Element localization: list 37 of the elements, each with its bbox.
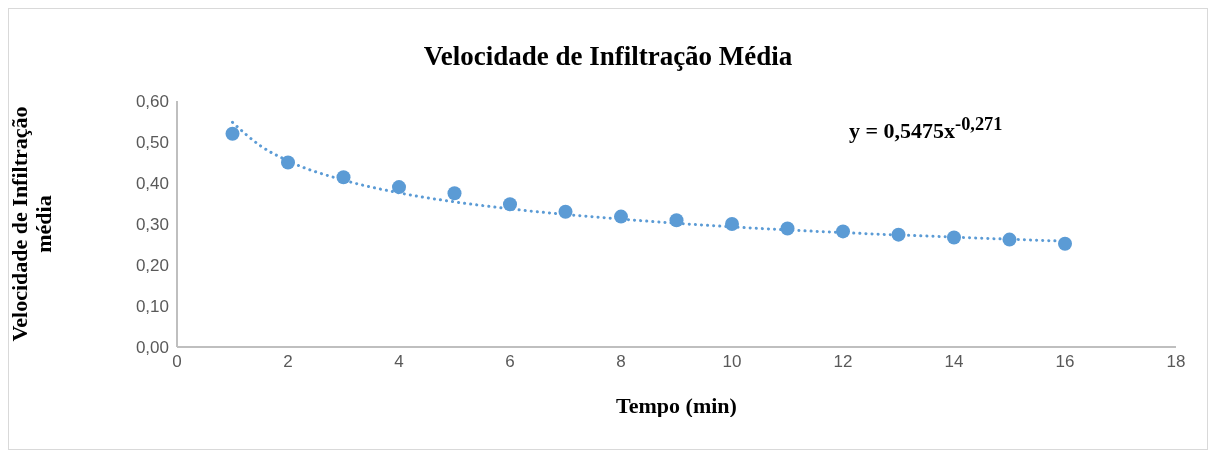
- point: [392, 180, 406, 195]
- x-tick-label: 12: [833, 352, 853, 372]
- x-tick-label: 10: [722, 352, 742, 372]
- x-tick-label: 4: [394, 352, 404, 372]
- point: [447, 186, 462, 201]
- point: [891, 227, 906, 242]
- point: [558, 204, 573, 219]
- x-tick-label: 2: [283, 352, 293, 372]
- x-tick-label: 16: [1055, 352, 1075, 372]
- x-tick-label: 6: [505, 352, 515, 372]
- y-tick-label: 0,30: [135, 215, 169, 235]
- annotation: y = 0,5475x$^{-0,271}$: [849, 114, 1003, 145]
- y-tick-label: 0,40: [135, 174, 169, 194]
- y-tick-label: 0,50: [135, 133, 169, 153]
- point: [336, 170, 351, 185]
- x-tick-label: 18: [1166, 352, 1186, 372]
- point: [1058, 236, 1072, 251]
- point: [669, 213, 684, 228]
- y-tick-label: 0,10: [135, 297, 169, 317]
- x-axis-title: Tempo (min): [616, 393, 737, 418]
- point: [780, 221, 795, 236]
- point: [725, 217, 739, 231]
- point: [225, 126, 240, 141]
- y-tick-label: 0,60: [135, 92, 169, 112]
- point: [503, 197, 517, 212]
- x-tick-label: 0: [172, 352, 182, 372]
- point: [947, 230, 961, 245]
- chart-title: Velocidade de Infiltração Média: [422, 41, 794, 72]
- point: [1002, 232, 1017, 247]
- point: [614, 209, 628, 224]
- point: [836, 224, 850, 239]
- y-tick-label: 0,00: [135, 338, 169, 358]
- y-tick-label: 0,20: [135, 256, 169, 276]
- x-tick-label: 8: [616, 352, 626, 372]
- x-tick-label: 14: [944, 352, 964, 372]
- y-axis-title: Velocidade de Infiltração média: [7, 106, 56, 342]
- point: [281, 155, 295, 170]
